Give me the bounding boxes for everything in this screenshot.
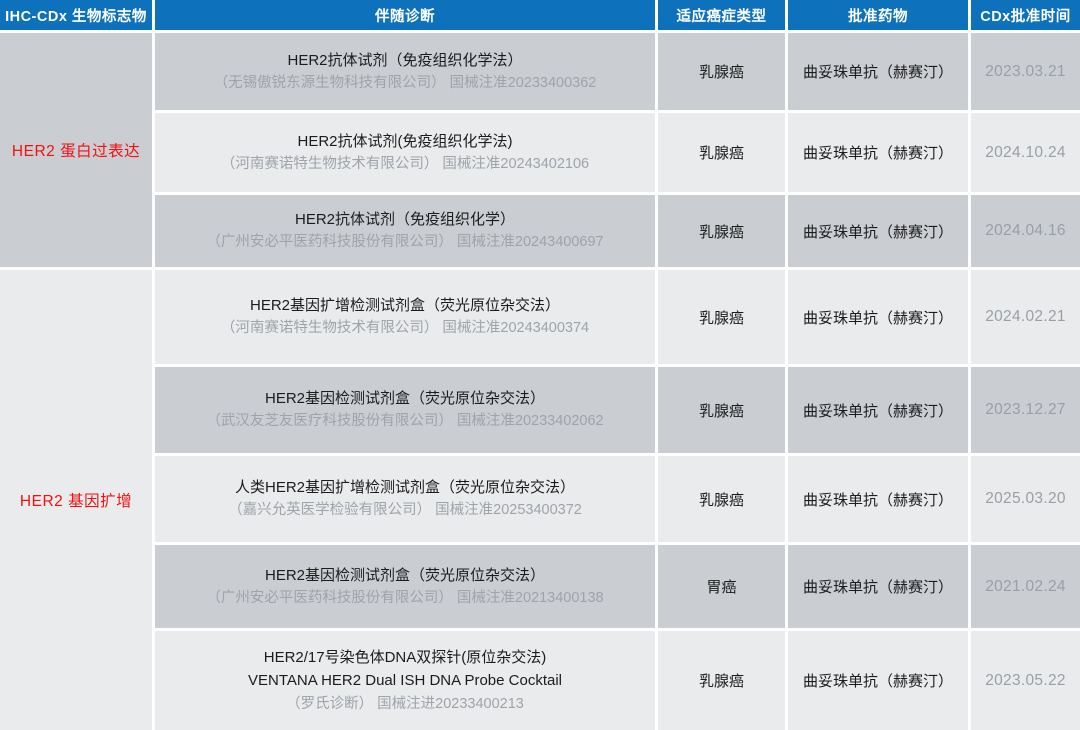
- approved-drug: 曲妥珠单抗（赫赛汀）: [802, 491, 953, 509]
- header-cancer-type-label: 适应癌症类型: [676, 8, 767, 25]
- header-biomarker: IHC-CDx 生物标志物: [0, 0, 152, 30]
- product-name: HER2基因扩增检测试剂盒（荧光原位杂交法）: [249, 297, 560, 315]
- approval-date: 2024.02.21: [985, 308, 1066, 325]
- product-name: HER2/17号染色体DNA双探针(原位杂交法): [263, 649, 547, 667]
- company-registration: （广州安必平医药科技股份有限公司） 国械注准20243400697: [206, 234, 604, 251]
- diagnostic-cell: HER2抗体试剂（免疫组织化学法） （无锡傲锐东源生物科技有限公司） 国械注准2…: [155, 33, 655, 110]
- group-her2-protein-overexpression: HER2 蛋白过表达: [0, 33, 152, 267]
- company-registration: （广州安必平医药科技股份有限公司） 国械注准20213400138: [206, 589, 604, 606]
- group-her2-gene-amplification: HER2 基因扩增: [0, 270, 152, 730]
- header-diagnostic: 伴随诊断: [155, 0, 655, 30]
- diagnostic-cell: HER2基因检测试剂盒（荧光原位杂交法） （广州安必平医药科技股份有限公司） 国…: [155, 545, 655, 628]
- cancer-type: 胃癌: [706, 579, 737, 596]
- date-cell: 2024.02.21: [971, 270, 1080, 364]
- cancer-type: 乳腺癌: [698, 145, 744, 162]
- header-approval-date-label: CDx批准时间: [980, 8, 1071, 25]
- header-cancer-type: 适应癌症类型: [658, 0, 785, 30]
- drug-cell: 曲妥珠单抗（赫赛汀）: [788, 545, 968, 628]
- company-registration: （河南赛诺特生物技术有限公司） 国械注准20243402106: [220, 155, 590, 172]
- diagnostic-cell: HER2抗体试剂(免疫组织化学法) （河南赛诺特生物技术有限公司） 国械注准20…: [155, 113, 655, 192]
- drug-cell: 曲妥珠单抗（赫赛汀）: [788, 113, 968, 192]
- header-approved-drug-label: 批准药物: [848, 8, 908, 25]
- approved-drug: 曲妥珠单抗（赫赛汀）: [802, 402, 953, 420]
- cancer-type-cell: 胃癌: [658, 545, 785, 628]
- product-name: HER2抗体试剂(免疫组织化学法): [297, 132, 513, 150]
- header-approved-drug: 批准药物: [788, 0, 968, 30]
- date-cell: 2021.02.24: [971, 545, 1080, 628]
- company-registration: （武汉友芝友医疗科技股份有限公司） 国械注准20233402062: [206, 413, 604, 430]
- cancer-type: 乳腺癌: [698, 223, 744, 241]
- drug-cell: 曲妥珠单抗（赫赛汀）: [788, 270, 968, 364]
- date-cell: 2024.04.16: [971, 195, 1080, 267]
- date-cell: 2023.05.22: [971, 631, 1080, 730]
- diagnostic-cell: HER2基因检测试剂盒（荧光原位杂交法） （武汉友芝友医疗科技股份有限公司） 国…: [155, 367, 655, 453]
- diagnostic-cell: HER2抗体试剂（免疫组织化学） （广州安必平医药科技股份有限公司） 国械注准2…: [155, 195, 655, 267]
- diagnostic-cell: 人类HER2基因扩增检测试剂盒（荧光原位杂交法） （嘉兴允英医学检验有限公司） …: [155, 456, 655, 542]
- approved-drug: 曲妥珠单抗（赫赛汀）: [802, 145, 953, 162]
- product-name: HER2抗体试剂（免疫组织化学）: [294, 211, 515, 229]
- group-label: HER2 基因扩增: [19, 493, 133, 510]
- drug-cell: 曲妥珠单抗（赫赛汀）: [788, 195, 968, 267]
- group-label: HER2 蛋白过表达: [11, 143, 141, 160]
- header-biomarker-label: IHC-CDx 生物标志物: [5, 8, 147, 25]
- approval-date: 2025.03.20: [985, 490, 1066, 507]
- cancer-type-cell: 乳腺癌: [658, 195, 785, 267]
- drug-cell: 曲妥珠单抗（赫赛汀）: [788, 33, 968, 110]
- date-cell: 2023.03.21: [971, 33, 1080, 110]
- approval-date: 2021.02.24: [985, 577, 1066, 595]
- cancer-type-cell: 乳腺癌: [658, 367, 785, 453]
- product-name-english: VENTANA HER2 Dual ISH DNA Probe Cocktail: [248, 672, 562, 690]
- approval-date: 2024.10.24: [985, 143, 1066, 161]
- cancer-type-cell: 乳腺癌: [658, 113, 785, 192]
- date-cell: 2025.03.20: [971, 456, 1080, 542]
- company-registration: （嘉兴允英医学检验有限公司） 国械注准20253400372: [228, 502, 582, 519]
- diagnostic-cell: HER2/17号染色体DNA双探针(原位杂交法) VENTANA HER2 Du…: [155, 631, 655, 730]
- cancer-type: 乳腺癌: [698, 673, 744, 690]
- cancer-type: 乳腺癌: [698, 64, 744, 81]
- approval-date: 2023.12.27: [985, 401, 1066, 418]
- approval-date: 2023.05.22: [985, 671, 1066, 689]
- cancer-type-cell: 乳腺癌: [658, 33, 785, 110]
- company-registration: （罗氏诊断） 国械注进20233400213: [286, 695, 524, 712]
- product-name: HER2基因检测试剂盒（荧光原位杂交法）: [264, 566, 545, 584]
- approved-drug: 曲妥珠单抗（赫赛汀）: [802, 309, 953, 327]
- drug-cell: 曲妥珠单抗（赫赛汀）: [788, 456, 968, 542]
- product-name: HER2抗体试剂（免疫组织化学法）: [287, 51, 523, 69]
- date-cell: 2024.10.24: [971, 113, 1080, 192]
- approval-date: 2023.03.21: [985, 62, 1066, 80]
- product-name: 人类HER2基因扩增检测试剂盒（荧光原位杂交法）: [234, 479, 575, 497]
- approved-drug: 曲妥珠单抗（赫赛汀）: [802, 64, 953, 81]
- cancer-type-cell: 乳腺癌: [658, 631, 785, 730]
- approved-drug: 曲妥珠单抗（赫赛汀）: [802, 223, 953, 241]
- approved-drug: 曲妥珠单抗（赫赛汀）: [802, 673, 953, 690]
- diagnostic-cell: HER2基因扩增检测试剂盒（荧光原位杂交法） （河南赛诺特生物技术有限公司） 国…: [155, 270, 655, 364]
- product-name: HER2基因检测试剂盒（荧光原位杂交法）: [264, 390, 545, 408]
- cancer-type: 乳腺癌: [698, 309, 744, 327]
- header-approval-date: CDx批准时间: [971, 0, 1080, 30]
- approved-drug: 曲妥珠单抗（赫赛汀）: [802, 579, 953, 596]
- cancer-type: 乳腺癌: [698, 491, 744, 509]
- cancer-type: 乳腺癌: [698, 402, 744, 420]
- drug-cell: 曲妥珠单抗（赫赛汀）: [788, 631, 968, 730]
- company-registration: （无锡傲锐东源生物科技有限公司） 国械注准20233400362: [213, 74, 597, 91]
- drug-cell: 曲妥珠单抗（赫赛汀）: [788, 367, 968, 453]
- approval-date: 2024.04.16: [985, 222, 1066, 239]
- cancer-type-cell: 乳腺癌: [658, 270, 785, 364]
- cancer-type-cell: 乳腺癌: [658, 456, 785, 542]
- header-diagnostic-label: 伴随诊断: [375, 8, 435, 25]
- company-registration: （河南赛诺特生物技术有限公司） 国械注准20243400374: [220, 320, 590, 337]
- date-cell: 2023.12.27: [971, 367, 1080, 453]
